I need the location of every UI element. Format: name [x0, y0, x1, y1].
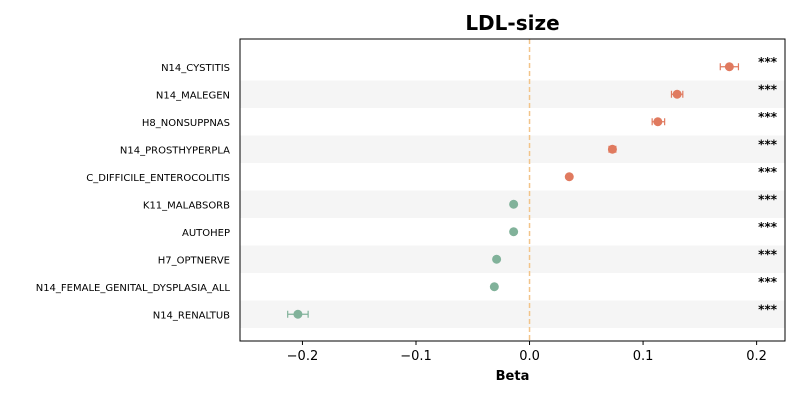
category-label: N14_CYSTITIS — [161, 63, 230, 74]
x-tick-label: −0.1 — [400, 349, 432, 364]
category-labels: N14_CYSTITIS N14_MALEGEN H8_NONSUPPNAS N14_… — [36, 63, 231, 322]
significance-label: *** — [758, 55, 778, 69]
significance-label: *** — [758, 165, 778, 179]
significance-label: *** — [758, 220, 778, 234]
data-point — [509, 227, 519, 237]
x-axis: −0.2 −0.1 0.0 0.1 0.2 — [287, 341, 767, 364]
category-label: C_DIFFICILE_ENTEROCOLITIS — [86, 173, 230, 184]
significance-label: *** — [758, 247, 778, 261]
data-point — [672, 89, 682, 99]
category-label: K11_MALABSORB — [143, 200, 230, 211]
category-label: AUTOHEP — [182, 228, 230, 239]
x-tick-label: 0.1 — [633, 349, 654, 364]
significance-label: *** — [758, 82, 778, 96]
significance-label: *** — [758, 275, 778, 289]
x-axis-label: Beta — [496, 369, 530, 384]
x-tick-label: 0.0 — [519, 349, 540, 364]
category-label: N14_RENALTUB — [153, 310, 230, 321]
category-label: N14_PROSTHYPERPLA — [120, 145, 230, 156]
data-point — [564, 172, 574, 182]
x-tick-label: 0.2 — [746, 349, 767, 364]
chart-title: LDL-size — [465, 11, 559, 35]
significance-labels: *** *** *** *** *** *** *** *** *** *** — [758, 55, 778, 317]
significance-label: *** — [758, 192, 778, 206]
row-bands — [240, 80, 785, 328]
data-point — [293, 309, 303, 319]
x-tick-label: −0.2 — [287, 349, 319, 364]
data-point — [653, 117, 663, 127]
significance-label: *** — [758, 302, 778, 316]
data-point — [489, 282, 499, 292]
data-point — [509, 199, 519, 209]
plot-frame — [239, 38, 786, 342]
data-point — [492, 254, 502, 264]
row-band — [240, 300, 785, 328]
category-label: N14_FEMALE_GENITAL_DYSPLASIA_ALL — [36, 283, 231, 294]
data-points — [293, 62, 734, 319]
significance-label: *** — [758, 137, 778, 151]
row-band — [240, 135, 785, 163]
row-band — [240, 80, 785, 108]
data-point — [724, 62, 734, 72]
category-label: H8_NONSUPPNAS — [142, 118, 230, 129]
data-point — [607, 144, 617, 154]
category-label: H7_OPTNERVE — [158, 255, 230, 266]
significance-label: *** — [758, 110, 778, 124]
category-label: N14_MALEGEN — [156, 90, 230, 101]
row-band — [240, 245, 785, 273]
